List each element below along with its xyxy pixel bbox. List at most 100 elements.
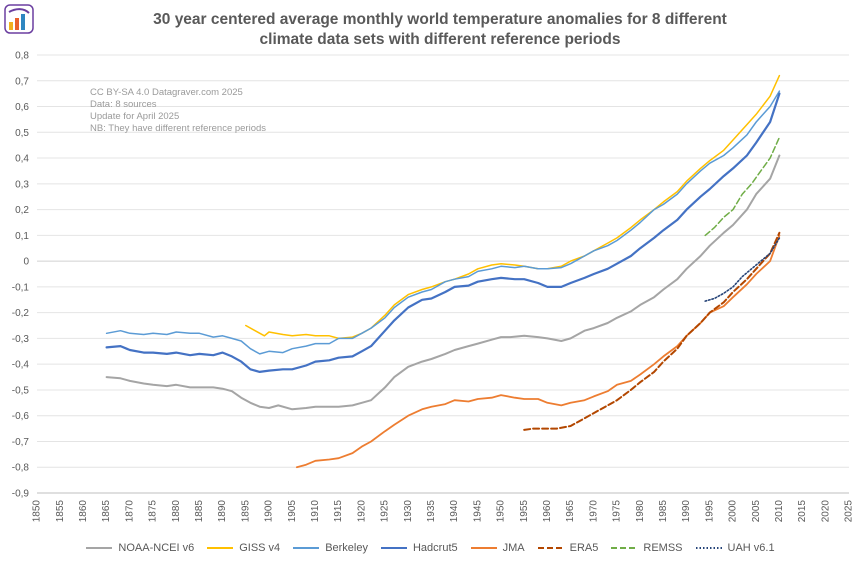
series-line xyxy=(105,90,781,355)
legend-item: Hadcrut5 xyxy=(380,542,458,554)
chart-title-line-1: 30 year centered average monthly world t… xyxy=(153,11,727,28)
source-note: NB: They have different reference period… xyxy=(90,123,266,134)
x-tick-label: 2000 xyxy=(728,500,739,523)
y-tick-label: -0,8 xyxy=(12,463,30,474)
x-tick-label: 1980 xyxy=(635,500,646,523)
legend-swatch xyxy=(611,547,638,549)
x-tick-label: 1965 xyxy=(565,500,576,523)
y-tick-label: -0,7 xyxy=(12,437,30,448)
legend-label: NOAA-NCEI v6 xyxy=(118,542,195,554)
legend-label: Hadcrut5 xyxy=(412,542,458,554)
x-tick-label: 1895 xyxy=(240,500,251,523)
x-tick-label: 2005 xyxy=(751,500,762,523)
legend-item: Berkeley xyxy=(292,542,368,554)
legend-item: REMSS xyxy=(610,542,683,554)
y-tick-label: -0,2 xyxy=(12,308,30,319)
legend-item: UAH v6.1 xyxy=(695,542,775,554)
y-tick-label: 0,5 xyxy=(15,128,29,139)
y-tick-label: 0,2 xyxy=(15,205,29,216)
source-note: Data: 8 sources xyxy=(90,99,157,110)
x-tick-label: 1955 xyxy=(519,500,530,523)
x-tick-label: 1860 xyxy=(78,500,89,523)
legend-label: JMA xyxy=(502,542,525,554)
x-tick-label: 1920 xyxy=(356,500,367,523)
x-tick-label: 1870 xyxy=(124,500,135,523)
legend-swatch xyxy=(86,547,113,549)
legend-item: JMA xyxy=(470,542,525,554)
y-axis-ticks: 0,8 0,7 0,6 0,5 0,4 0,3 0,2 0,1 0 -0,1 -0,2 -0,3 -0,… xyxy=(12,51,30,500)
gridlines xyxy=(37,54,849,494)
x-tick-label: 1975 xyxy=(612,500,623,523)
x-tick-label: 1880 xyxy=(171,500,182,523)
x-tick-label: 1910 xyxy=(310,500,321,523)
legend-swatch xyxy=(207,547,234,549)
x-tick-label: 1960 xyxy=(542,500,553,523)
y-tick-label: 0 xyxy=(23,257,29,268)
x-tick-label: 1905 xyxy=(287,500,298,523)
x-tick-label: 1950 xyxy=(496,500,507,523)
legend-swatch xyxy=(537,547,564,549)
series-line xyxy=(105,154,781,411)
y-tick-label: 0,8 xyxy=(15,51,29,62)
x-tick-label: 1915 xyxy=(333,500,344,523)
x-tick-label: 1875 xyxy=(148,500,159,523)
legend-label: ERA5 xyxy=(569,542,599,554)
y-tick-label: 0,7 xyxy=(15,76,29,87)
y-tick-label: -0,3 xyxy=(12,334,30,345)
source-note: Update for April 2025 xyxy=(90,111,179,122)
x-axis-ticks: 1850 1855 1860 1865 1870 1875 1880 1885 1890 1895… xyxy=(32,500,855,523)
legend-label: REMSS xyxy=(643,542,683,554)
y-tick-label: -0,4 xyxy=(12,360,30,371)
legend-item: ERA5 xyxy=(537,542,599,554)
y-tick-label: 0,6 xyxy=(15,102,29,113)
x-tick-label: 1985 xyxy=(658,500,669,523)
series-line xyxy=(704,237,781,302)
legend-swatch xyxy=(470,547,497,549)
series-line xyxy=(523,231,781,431)
legend-swatch xyxy=(695,547,722,549)
y-tick-label: -0,1 xyxy=(12,282,30,293)
x-tick-label: 1925 xyxy=(380,500,391,523)
datagraver-logo-icon xyxy=(4,4,34,34)
x-tick-label: 1885 xyxy=(194,500,205,523)
y-tick-label: 0,1 xyxy=(15,231,29,242)
chart-title: 30 year centered average monthly world t… xyxy=(60,10,820,50)
legend-swatch xyxy=(380,547,407,549)
legend-swatch xyxy=(293,547,320,549)
y-tick-label: -0,5 xyxy=(12,385,30,396)
x-tick-label: 1970 xyxy=(588,500,599,523)
x-tick-label: 1990 xyxy=(681,500,692,523)
x-tick-label: 1865 xyxy=(101,500,112,523)
x-tick-label: 1850 xyxy=(32,500,43,523)
x-tick-label: 2025 xyxy=(844,500,855,523)
source-note: CC BY-SA 4.0 Datagraver.com 2025 xyxy=(90,87,243,98)
legend-label: Berkeley xyxy=(325,542,368,554)
y-tick-label: 0,3 xyxy=(15,179,29,190)
x-tick-label: 2015 xyxy=(797,500,808,523)
y-tick-label: -0,9 xyxy=(12,489,30,500)
x-tick-label: 1855 xyxy=(55,500,66,523)
series-line xyxy=(704,136,781,237)
legend-item: NOAA-NCEI v6 xyxy=(85,542,194,554)
legend-label: GISS v4 xyxy=(239,542,281,554)
legend-item: GISS v4 xyxy=(206,542,280,554)
x-tick-label: 1995 xyxy=(704,500,715,523)
x-tick-label: 1940 xyxy=(449,500,460,523)
legend: NOAA-NCEI v6 GISS v4 Berkeley Hadcrut5 JMA ER… xyxy=(0,542,860,554)
x-tick-label: 2020 xyxy=(820,500,831,523)
legend-label: UAH v6.1 xyxy=(727,542,775,554)
series-line xyxy=(245,74,781,340)
x-tick-label: 1900 xyxy=(264,500,275,523)
chart-title-line-2: climate data sets with different referen… xyxy=(259,31,621,48)
x-tick-label: 1935 xyxy=(426,500,437,523)
series-line xyxy=(295,234,781,469)
x-tick-label: 2010 xyxy=(774,500,785,523)
y-tick-label: 0,4 xyxy=(15,154,29,165)
y-tick-label: -0,6 xyxy=(12,411,30,422)
series-line xyxy=(105,92,781,373)
series-lines xyxy=(105,74,781,469)
x-tick-label: 1945 xyxy=(472,500,483,523)
x-tick-label: 1930 xyxy=(403,500,414,523)
line-chart: 0,8 0,7 0,6 0,5 0,4 0,3 0,2 0,1 0 -0,1 -0,2 -0,3 -0,… xyxy=(12,51,855,523)
